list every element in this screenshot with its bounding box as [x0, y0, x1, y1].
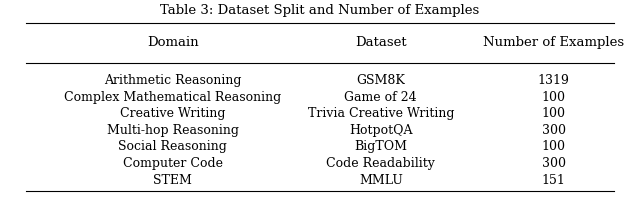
Text: Domain: Domain	[147, 36, 198, 49]
Text: Computer Code: Computer Code	[123, 157, 223, 170]
Text: Code Readability: Code Readability	[326, 157, 435, 170]
Text: Creative Writing: Creative Writing	[120, 107, 225, 120]
Text: HotpotQA: HotpotQA	[349, 124, 413, 137]
Text: 100: 100	[541, 107, 566, 120]
Text: 151: 151	[541, 174, 566, 187]
Text: MMLU: MMLU	[359, 174, 403, 187]
Text: Arithmetic Reasoning: Arithmetic Reasoning	[104, 74, 241, 87]
Text: 1319: 1319	[538, 74, 570, 87]
Text: BigTOM: BigTOM	[355, 140, 407, 153]
Text: Trivia Creative Writing: Trivia Creative Writing	[308, 107, 454, 120]
Text: 100: 100	[541, 140, 566, 153]
Text: Table 3: Dataset Split and Number of Examples: Table 3: Dataset Split and Number of Exa…	[161, 4, 479, 18]
Text: Social Reasoning: Social Reasoning	[118, 140, 227, 153]
Text: Number of Examples: Number of Examples	[483, 36, 624, 49]
Text: Complex Mathematical Reasoning: Complex Mathematical Reasoning	[64, 91, 282, 104]
Text: 300: 300	[541, 124, 566, 137]
Text: 100: 100	[541, 91, 566, 104]
Text: Game of 24: Game of 24	[344, 91, 417, 104]
Text: Dataset: Dataset	[355, 36, 406, 49]
Text: GSM8K: GSM8K	[356, 74, 405, 87]
Text: Multi-hop Reasoning: Multi-hop Reasoning	[107, 124, 239, 137]
Text: 300: 300	[541, 157, 566, 170]
Text: STEM: STEM	[154, 174, 192, 187]
